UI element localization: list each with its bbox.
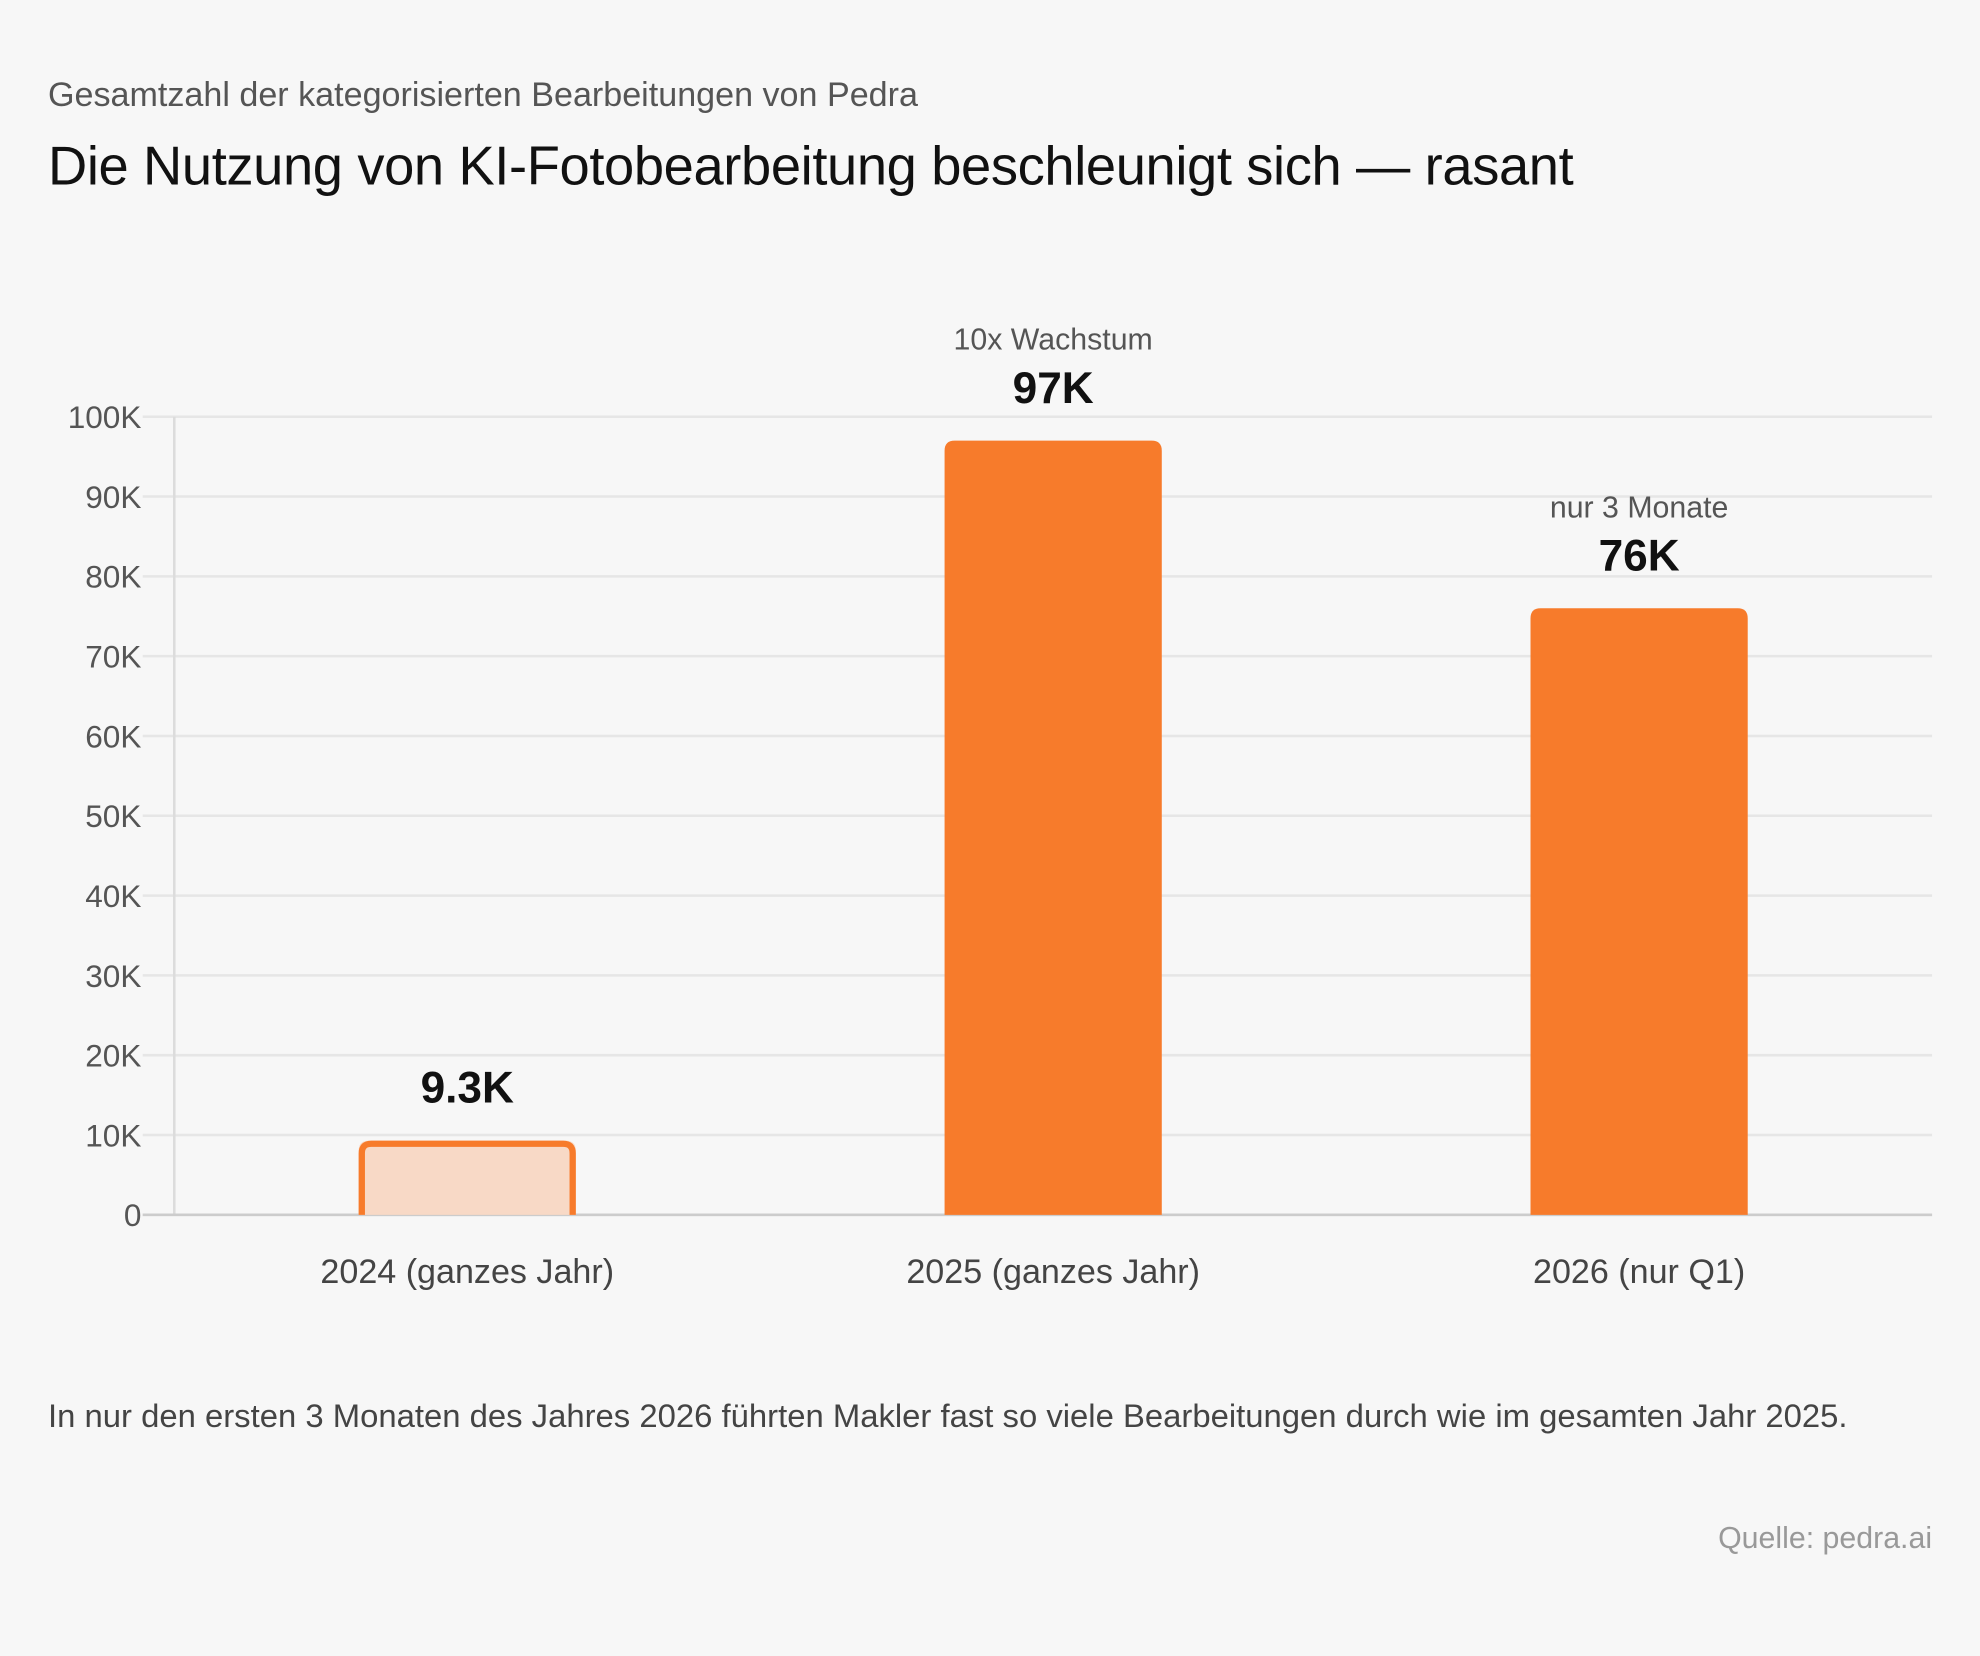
chart-note: In nur den ersten 3 Monaten des Jahres 2… bbox=[47, 1396, 1848, 1435]
y-tick-label: 90K bbox=[85, 479, 141, 515]
bar bbox=[944, 440, 1162, 1215]
bar-annotation: nur 3 Monate bbox=[1550, 491, 1729, 524]
y-tick-label: 60K bbox=[85, 718, 141, 754]
bar-annotation: 10x Wachstum bbox=[954, 324, 1153, 357]
y-tick-label: 20K bbox=[85, 1038, 141, 1074]
x-tick-label: 2025 (ganzes Jahr) bbox=[906, 1253, 1200, 1291]
y-tick-label: 50K bbox=[85, 798, 141, 834]
y-tick-label: 70K bbox=[85, 639, 141, 675]
bar-outline bbox=[358, 1140, 576, 1215]
y-tick-label: 30K bbox=[85, 958, 141, 994]
chart-title: Die Nutzung von KI-Fotobearbeitung besch… bbox=[47, 136, 1574, 197]
y-tick-label: 100K bbox=[68, 399, 142, 435]
bar bbox=[1530, 608, 1748, 1215]
chart-source: Quelle: pedra.ai bbox=[1718, 1521, 1933, 1556]
data-label: 76K bbox=[1599, 531, 1680, 580]
y-tick-label: 10K bbox=[85, 1117, 141, 1153]
x-tick-label: 2026 (nur Q1) bbox=[1533, 1253, 1745, 1291]
y-tick-label: 0 bbox=[124, 1197, 142, 1233]
y-tick-label: 40K bbox=[85, 878, 141, 914]
data-label: 97K bbox=[1013, 364, 1094, 413]
data-label: 9.3K bbox=[421, 1064, 514, 1113]
y-tick-label: 80K bbox=[85, 559, 141, 595]
x-tick-label: 2024 (ganzes Jahr) bbox=[320, 1253, 614, 1291]
bar bbox=[358, 1140, 576, 1215]
chart-subtitle: Gesamtzahl der kategorisierten Bearbeitu… bbox=[47, 75, 918, 114]
